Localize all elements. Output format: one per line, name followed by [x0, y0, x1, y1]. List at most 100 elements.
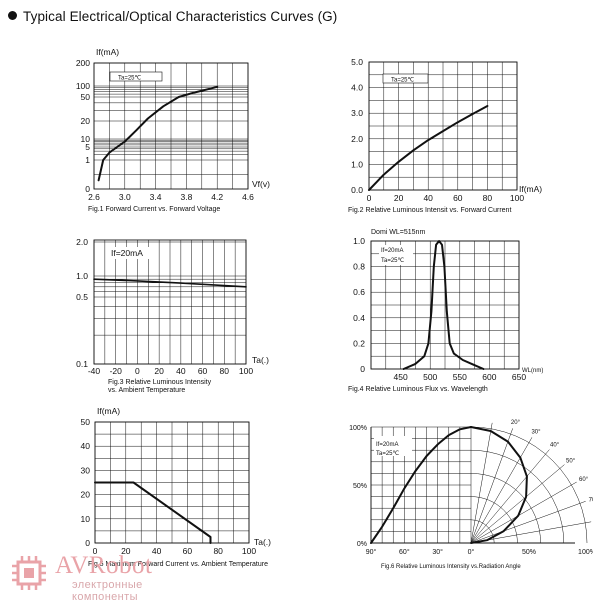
x-tick-label: 4.2	[211, 192, 223, 202]
x-tick-label: 40	[423, 193, 433, 203]
y-tick-label: 0.8	[353, 262, 365, 272]
watermark: AVRobot электронные компоненты	[10, 552, 210, 603]
y-tick-label: 200	[76, 58, 90, 68]
y-tick-label: 1.0	[351, 159, 363, 169]
caption-label: Fig.5 Maximum Forward Current vs. Ambien…	[88, 561, 268, 568]
y-tick-label: 0.1	[76, 359, 88, 369]
y-tick-label: 10	[81, 514, 91, 524]
x-tick-label: 20	[154, 366, 164, 376]
y-tick-label: 0.4	[353, 313, 365, 323]
polar-arc	[470, 473, 541, 544]
x-tick-label: -40	[88, 366, 101, 376]
y-axis-label: If(mA)	[97, 406, 120, 416]
x-tick-label: 600	[482, 372, 496, 382]
radial-line	[470, 428, 513, 544]
annotation-box	[108, 247, 156, 259]
angle-label: 20°	[511, 420, 521, 426]
y-tick-label: 1.0	[353, 236, 365, 246]
x-tick-label: 20	[121, 546, 131, 556]
y-tick-label: 3.0	[351, 108, 363, 118]
chart-title: Domi WL=515nm	[371, 229, 425, 236]
annotation-box	[379, 245, 413, 265]
series-line-rectangular	[370, 426, 472, 544]
x-axis-label: WL(nm)	[522, 368, 543, 374]
polar-arc	[470, 426, 588, 544]
x-tick-label: 500	[423, 372, 437, 382]
x-tick-label: 100	[242, 546, 256, 556]
chart-fig6: 20°30°40°50°60°70°80°90°0%50%100%90°60°3…	[349, 420, 593, 570]
annotation-label: If=20mA	[376, 442, 399, 448]
x-tick-label: 50%	[522, 549, 536, 556]
y-tick-label: 0%	[357, 541, 367, 548]
x-tick-label: 650	[512, 372, 526, 382]
radial-line	[470, 437, 533, 544]
x-tick-label: 60	[198, 366, 208, 376]
x-tick-label: 3.0	[119, 192, 131, 202]
y-tick-label: 0	[360, 364, 365, 374]
x-tick-label: 40	[176, 366, 186, 376]
x-tick-label: 60	[453, 193, 463, 203]
y-tick-label: 100	[76, 81, 90, 91]
angle-label: 50°	[566, 458, 576, 464]
y-tick-label: 0.0	[351, 185, 363, 195]
watermark-tagline: электронные компоненты	[72, 579, 143, 603]
polar-arc	[470, 496, 518, 544]
y-tick-label: 5.0	[351, 57, 363, 67]
y-tick-label: 2.0	[351, 134, 363, 144]
x-axis-label: Vf(v)	[252, 179, 270, 189]
polar-arc	[470, 519, 495, 544]
annotation-label: Ta=25℃	[381, 258, 405, 264]
caption-label: Fig.4 Relative Luminous Flux vs. Wavelen…	[348, 386, 488, 393]
y-tick-label: 0	[85, 184, 90, 194]
x-axis-label: Ta(.)	[254, 537, 271, 547]
x-tick-label: 20	[394, 193, 404, 203]
y-tick-label: 0.5	[76, 292, 88, 302]
series-line	[368, 105, 489, 191]
y-tick-label: 30	[81, 465, 91, 475]
y-tick-label: 100%	[349, 425, 367, 432]
angle-label: 60°	[579, 477, 589, 483]
x-tick-label: 80	[213, 546, 223, 556]
annotation-label: If=20mA	[381, 248, 404, 254]
x-tick-label: 0	[135, 366, 140, 376]
x-axis-label: If(mA)	[519, 184, 542, 194]
x-tick-label: 100%	[578, 549, 593, 556]
x-tick-label: 40	[152, 546, 162, 556]
radial-line	[470, 449, 550, 544]
y-tick-label: 50	[81, 417, 91, 427]
caption-label: Fig.3 Relative Luminous Intensity	[108, 379, 212, 386]
plot-frame	[93, 239, 247, 365]
annotation-box	[382, 73, 429, 84]
x-tick-label: 90°	[366, 548, 377, 556]
series-line	[402, 240, 485, 370]
x-tick-label: 450	[394, 372, 408, 382]
watermark-brand: AVRobot	[55, 552, 153, 579]
radial-line	[470, 481, 577, 544]
caption-label: Fig.6 Relative Luminous Intensity vs.Rad…	[381, 564, 521, 570]
y-tick-label: 0.2	[353, 338, 365, 348]
annotation-label: Ta=25℃	[118, 76, 142, 82]
x-tick-label: 30°	[432, 548, 443, 556]
y-tick-label: 2.0	[76, 237, 88, 247]
series-line	[97, 85, 219, 182]
bullet-icon	[8, 11, 17, 20]
radial-line	[470, 464, 565, 544]
y-tick-label: 4.0	[351, 83, 363, 93]
y-tick-label: 1.0	[76, 271, 88, 281]
radial-line	[470, 422, 493, 544]
series-line	[93, 278, 247, 288]
caption-label: Fig.1 Forward Current vs. Forward Voltag…	[88, 206, 220, 213]
radial-line	[470, 501, 586, 544]
x-tick-label: 0	[367, 193, 372, 203]
series-line-polar	[470, 426, 528, 544]
x-tick-label: 0°	[468, 548, 475, 556]
plot-frame	[93, 62, 249, 190]
angle-label: 30°	[531, 429, 541, 435]
series-line	[94, 481, 212, 544]
annotation-label: Ta=25℃	[376, 451, 400, 457]
polar-arc	[470, 449, 565, 544]
